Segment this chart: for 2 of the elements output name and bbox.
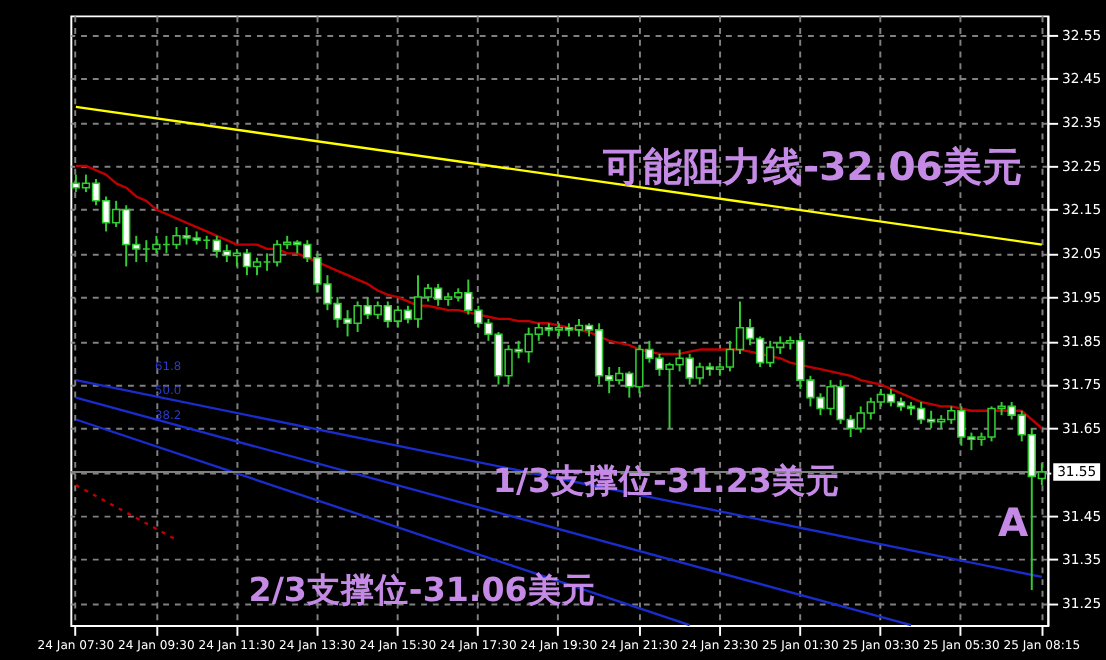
annotation: A: [998, 500, 1031, 547]
annotation: 可能阻力线-32.06美元: [601, 143, 1023, 190]
